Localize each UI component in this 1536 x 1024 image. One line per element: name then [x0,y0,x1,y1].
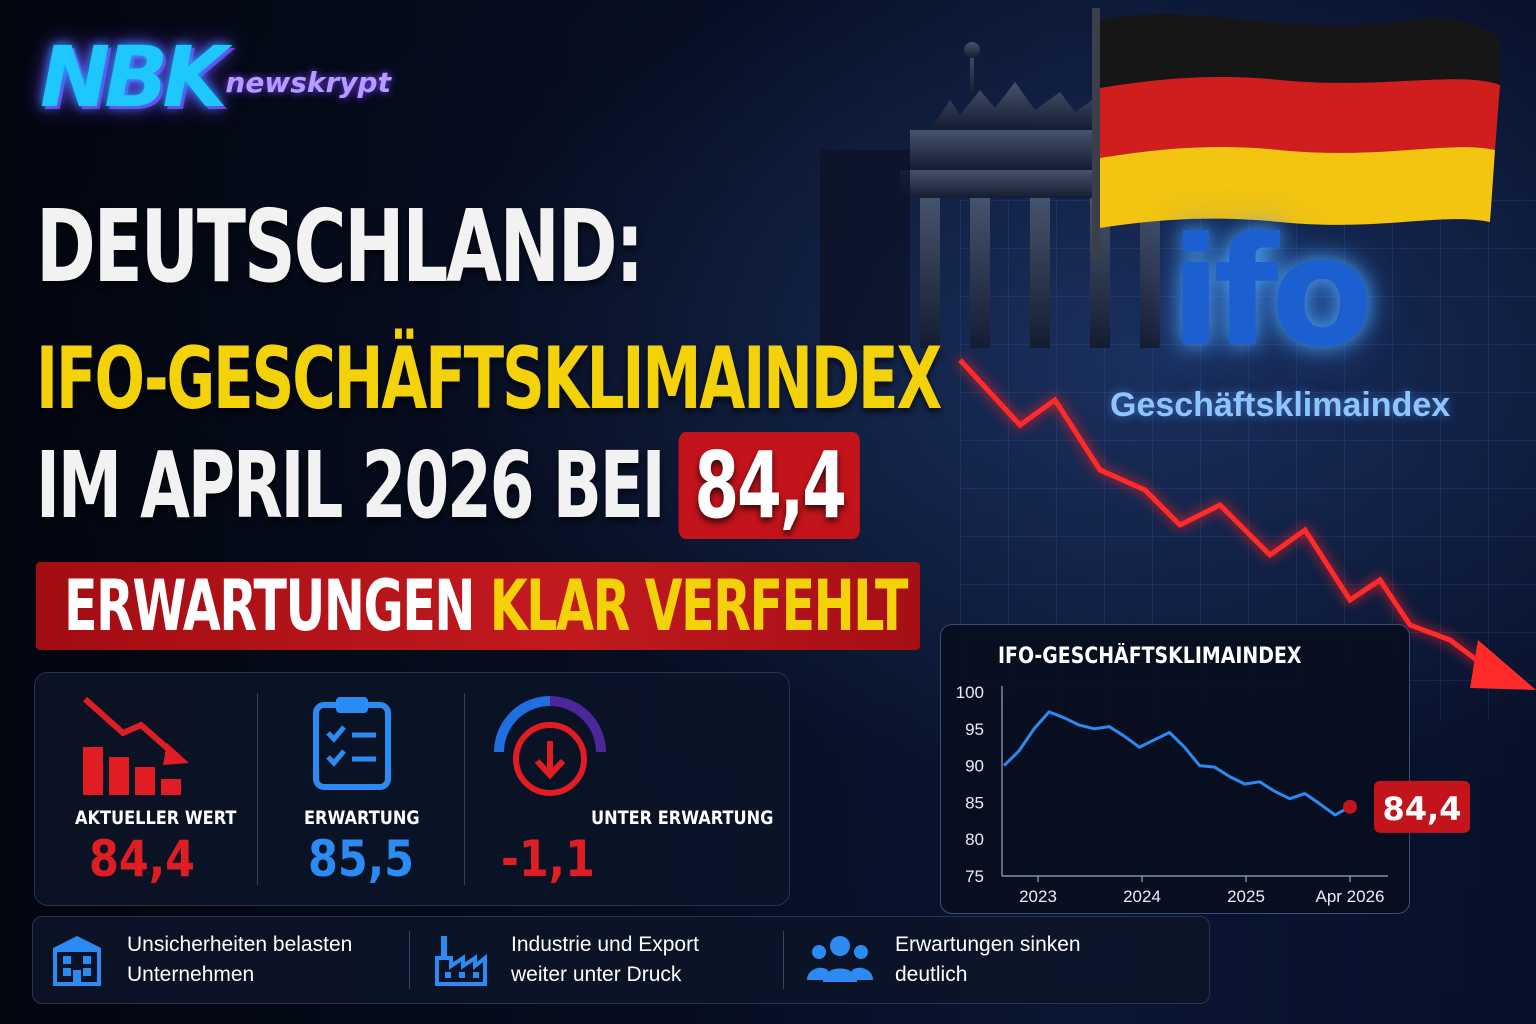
clipboard-check-icon [313,697,391,790]
x-tick-label: 2024 [1123,887,1161,906]
y-tick-label: 75 [965,867,984,886]
divider [464,693,465,885]
divider [783,931,784,989]
stats-panel: AKTUELLER WERT 84,4 ERWARTUNG 85,5 UNTER… [34,672,790,906]
stat-difference: UNTER ERWARTUNG -1,1 [465,673,789,905]
info-text-line: Unternehmen [127,963,255,986]
stat-label: AKTUELLER WERT [75,807,237,829]
bottom-info-bar: Unsicherheiten belasten Unternehmen Indus… [32,916,1210,1004]
info-text-line: Erwartungen sinken [895,933,1081,956]
y-tick-label: 100 [956,683,984,702]
chart-card [940,624,1410,914]
banner-text-white: ERWARTUNGEN [64,565,475,647]
stat-current-value: AKTUELLER WERT 84,4 [35,673,257,905]
brand-logo[interactable]: NBK newskrypt [40,32,391,122]
ifo-subtitle: Geschäftsklimaindex [1110,386,1451,424]
y-tick-label: 80 [965,830,984,849]
info-text-line: deutlich [895,963,968,986]
line-chart: 100 95 90 85 80 75 2023 2024 2025 Apr 2026 84,4 [956,683,1470,906]
headline-period-text: IM APRIL 2026 BEI [36,432,666,539]
info-item-expectations: Erwartungen sinken deutlich [807,917,1081,1003]
ifo-logo: ifo [1170,206,1374,380]
stat-label: UNTER ERWARTUNG [591,807,774,829]
expectation-banner: ERWARTUNGEN KLAR VERFEHLT [36,562,920,650]
stat-value: 84,4 [89,830,196,888]
bar-chart-down-icon [82,696,189,795]
down-arrow-gauge-icon [494,696,606,796]
building-icon [53,936,101,986]
last-data-point [1343,799,1357,814]
last-value-badge [1374,780,1470,833]
divider [409,931,410,989]
info-text-line: Industrie und Export [511,933,699,956]
x-tick-label: 2025 [1227,887,1265,906]
stat-value: -1,1 [501,830,596,888]
people-icon [807,936,873,982]
stat-expectation: ERWARTUNG 85,5 [258,673,464,905]
x-tick-label: 2023 [1019,887,1057,906]
headline-value-badge: 84,4 [678,432,861,539]
info-item-industry: Industrie und Export weiter unter Druck [433,917,699,1003]
info-text-line: Unsicherheiten belasten [127,933,353,956]
stat-label: ERWARTUNG [304,807,420,829]
series-line [1002,710,1351,817]
info-text-line: weiter unter Druck [511,963,682,986]
trend-arrow-image [958,358,1536,690]
divider [257,693,258,885]
y-tick-label: 95 [965,720,984,739]
factory-icon [435,936,487,986]
headline-country: DEUTSCHLAND: [36,188,644,305]
last-value-label: 84,4 [1383,790,1462,828]
headline-index-name: IFO-GESCHÄFTSKLIMAINDEX [36,329,942,429]
y-tick-label: 90 [965,757,984,776]
stat-value: 85,5 [308,830,415,888]
banner-text-yellow: KLAR VERFEHLT [489,565,909,647]
info-item-uncertainty: Unsicherheiten belasten Unternehmen [49,917,352,1003]
brand-name: newskrypt [225,65,391,99]
brand-mark: NBK [40,28,227,126]
chart-title: IFO-GESCHÄFTSKLIMAINDEX [998,644,1302,669]
headline-period: IM APRIL 2026 BEI 84,4 [36,432,861,539]
x-tick-label: Apr 2026 [1316,887,1385,906]
y-tick-label: 85 [965,793,984,812]
german-flag-image [1092,8,1500,260]
